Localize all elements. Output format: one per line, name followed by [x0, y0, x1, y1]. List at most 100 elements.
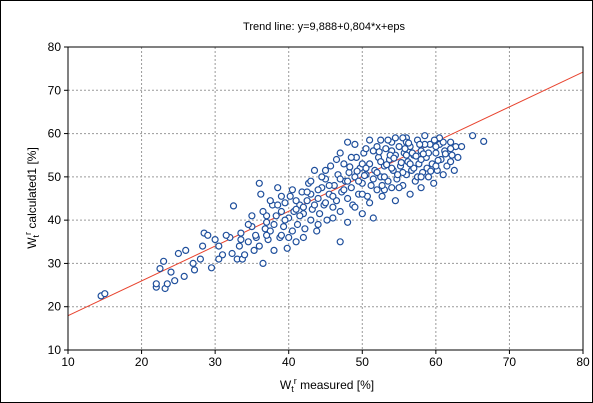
data-point-28	[237, 229, 245, 237]
data-point-194	[215, 255, 223, 263]
data-point-125	[406, 190, 414, 198]
data-point-161	[292, 197, 300, 205]
data-point-213	[237, 236, 245, 244]
data-point-48	[280, 223, 288, 231]
x-tick-label-3: 40	[282, 355, 296, 369]
data-point-148	[447, 138, 455, 146]
data-point-33	[250, 246, 258, 254]
data-point-101	[369, 214, 377, 222]
data-point-248	[412, 152, 420, 160]
data-point-9	[171, 277, 179, 285]
data-point-18	[204, 231, 212, 239]
data-point-12	[182, 246, 190, 254]
data-point-140	[430, 179, 438, 187]
data-point-253	[346, 163, 354, 171]
y-axis-label: Wtr calculated1 [%]	[23, 147, 41, 249]
data-point-240	[277, 231, 285, 239]
data-point-94	[358, 210, 366, 218]
data-point-237	[321, 166, 330, 174]
data-point-254	[353, 167, 361, 175]
data-point-66	[313, 227, 321, 235]
data-point-219	[373, 168, 381, 177]
data-point-229	[394, 171, 402, 179]
data-point-19	[207, 264, 216, 272]
data-point-246	[397, 159, 405, 167]
data-point-171	[366, 199, 374, 207]
data-point-214	[299, 203, 307, 211]
data-point-242	[248, 212, 256, 220]
data-point-190	[274, 201, 282, 209]
data-point-52	[286, 192, 294, 200]
data-point-55	[292, 238, 300, 246]
data-point-196	[362, 145, 370, 153]
data-point-160	[285, 233, 293, 242]
data-point-153	[458, 143, 466, 151]
data-point-159	[277, 192, 285, 200]
data-point-80	[336, 207, 344, 216]
x-tick-label-6: 70	[503, 355, 517, 369]
chart-title: Trend line: y=9,888+0,804*x+eps	[243, 21, 405, 33]
data-point-164	[314, 220, 322, 229]
data-point-189	[288, 186, 296, 194]
data-point-63	[307, 216, 315, 224]
data-point-112	[388, 184, 396, 192]
x-tick-label-2: 30	[208, 355, 222, 369]
data-point-27	[235, 242, 243, 250]
data-point-109	[382, 145, 390, 153]
data-point-21	[215, 242, 223, 250]
data-point-20	[211, 236, 219, 244]
data-point-72	[323, 216, 331, 224]
data-point-135	[421, 132, 429, 140]
data-point-103	[373, 186, 381, 194]
data-point-210	[281, 216, 289, 224]
data-point-250	[427, 167, 435, 175]
data-point-5	[160, 257, 168, 265]
data-point-230	[401, 145, 409, 153]
data-point-204	[380, 173, 388, 181]
data-point-11	[180, 272, 188, 280]
data-point-176	[402, 151, 410, 159]
data-point-165	[321, 199, 330, 207]
data-point-238	[307, 177, 315, 185]
data-point-186	[332, 155, 341, 164]
data-point-85	[344, 138, 352, 146]
data-point-252	[441, 150, 449, 158]
data-point-75	[329, 203, 337, 211]
data-point-61	[303, 197, 311, 205]
data-point-30	[241, 251, 249, 259]
y-tick-label-7: 80	[48, 40, 62, 54]
data-point-215	[314, 186, 322, 194]
data-point-175	[395, 184, 403, 192]
data-point-212	[252, 231, 260, 239]
data-point-187	[318, 173, 326, 181]
data-point-234	[430, 136, 438, 144]
data-point-13	[189, 259, 197, 267]
data-point-156	[255, 242, 263, 250]
data-point-87	[347, 184, 355, 192]
data-point-223	[432, 143, 440, 151]
data-point-182	[447, 158, 455, 166]
data-point-53	[288, 227, 296, 235]
data-point-105	[377, 136, 385, 144]
data-point-116	[391, 197, 399, 205]
data-point-198	[391, 134, 399, 142]
data-point-7	[163, 280, 171, 288]
data-point-199	[406, 160, 414, 168]
data-point-245	[390, 154, 398, 162]
data-point-168	[344, 218, 352, 226]
y-tick-label-3: 40	[48, 213, 62, 227]
data-point-185	[366, 136, 374, 144]
data-point-15	[196, 255, 204, 263]
data-point-205	[355, 177, 363, 185]
data-point-236	[336, 149, 344, 157]
data-point-174	[388, 164, 396, 172]
data-point-14	[190, 266, 199, 274]
data-point-154	[469, 132, 477, 140]
data-point-44	[272, 212, 280, 220]
data-point-47	[277, 207, 285, 216]
data-point-49	[281, 199, 289, 207]
data-point-207	[325, 181, 333, 190]
data-point-167	[336, 175, 344, 183]
data-point-67	[314, 194, 322, 203]
